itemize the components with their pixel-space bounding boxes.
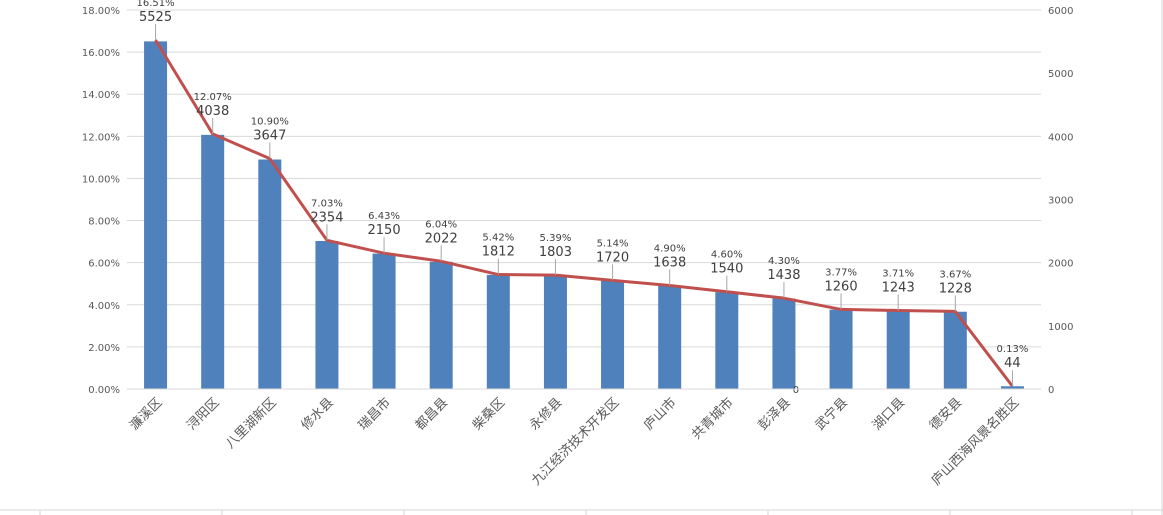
- percent-label: 4.30%: [768, 256, 800, 267]
- category-label: 彭泽县: [756, 395, 794, 433]
- category-label: 湖口县: [870, 395, 908, 433]
- category-label: 柴桑区: [470, 395, 508, 433]
- left-tick-label: 4.00%: [88, 301, 120, 312]
- line-series: [154, 39, 1014, 388]
- percent-label: 3.71%: [882, 268, 914, 279]
- percent-label: 4.60%: [711, 250, 743, 261]
- percent-label: 10.90%: [251, 117, 289, 128]
- count-label: 2022: [425, 231, 458, 246]
- percent-label: 5.39%: [540, 233, 572, 244]
- category-label: 德安县: [927, 395, 965, 433]
- percent-label: 5.42%: [482, 233, 514, 244]
- bar: [829, 309, 853, 389]
- category-label: 修水县: [299, 395, 337, 433]
- right-tick-label: 3000: [1048, 196, 1073, 207]
- percent-label: 4.90%: [654, 244, 686, 255]
- left-tick-label: 0.00%: [88, 385, 120, 396]
- category-label: 瑞昌市: [355, 395, 394, 434]
- count-label: 1228: [939, 281, 972, 296]
- category-label: 永修县: [527, 395, 565, 433]
- right-tick-label: 0: [1048, 385, 1054, 396]
- percent-label: 6.04%: [425, 219, 457, 230]
- bar: [372, 253, 396, 389]
- percent-label: 3.77%: [825, 267, 857, 278]
- percent-label: 3.67%: [939, 269, 971, 280]
- bar: [601, 280, 625, 389]
- count-label: 1803: [539, 245, 572, 260]
- right-tick-label: 5000: [1048, 69, 1073, 80]
- percent-label: 6.43%: [368, 211, 400, 222]
- percent-label: 5.14%: [597, 238, 629, 249]
- bar: [315, 240, 339, 389]
- count-label: 1540: [710, 262, 743, 277]
- bar: [258, 159, 282, 389]
- percent-label: 16.51%: [136, 0, 174, 9]
- count-label: 5525: [139, 10, 172, 25]
- count-label: 2354: [310, 210, 343, 225]
- category-label: 庐山市: [641, 395, 680, 434]
- left-tick-label: 16.00%: [82, 48, 120, 59]
- count-label: 3647: [253, 129, 286, 144]
- category-label: 浔阳区: [184, 395, 222, 433]
- bar: [943, 311, 967, 389]
- category-label: 八里湖新区: [222, 395, 279, 452]
- count-label: 1260: [825, 279, 858, 294]
- left-tick-label: 8.00%: [88, 217, 120, 228]
- count-label: 1720: [596, 250, 629, 265]
- right-tick-label: 6000: [1048, 6, 1073, 17]
- percent-label: 7.03%: [311, 198, 343, 209]
- left-tick-label: 18.00%: [82, 6, 120, 17]
- percent-label: 12.07%: [194, 92, 232, 103]
- bar: [715, 292, 739, 389]
- count-label: 2150: [368, 223, 401, 238]
- bar: [886, 310, 910, 389]
- right-tick-label: 1000: [1048, 322, 1073, 333]
- bar: [543, 275, 567, 389]
- stray-zero-label: 0: [793, 385, 799, 396]
- count-label: 4038: [196, 104, 229, 119]
- category-label: 共青城市: [689, 395, 737, 443]
- category-label: 濂溪区: [127, 395, 165, 433]
- bar: [201, 134, 225, 389]
- right-tick-label: 4000: [1048, 132, 1073, 143]
- bar: [658, 285, 682, 389]
- category-label: 都昌县: [413, 395, 451, 433]
- count-label: 1638: [653, 256, 686, 271]
- left-tick-label: 6.00%: [88, 259, 120, 270]
- right-tick-label: 2000: [1048, 259, 1073, 270]
- bar: [1000, 386, 1024, 389]
- left-tick-label: 14.00%: [82, 90, 120, 101]
- bar: [772, 298, 796, 389]
- left-tick-label: 10.00%: [82, 174, 120, 185]
- percent-label: 0.13%: [997, 344, 1029, 355]
- count-label: 1812: [482, 245, 515, 260]
- count-label: 1438: [767, 268, 800, 283]
- left-tick-label: 2.00%: [88, 343, 120, 354]
- bar: [429, 261, 453, 389]
- bar: [486, 274, 510, 389]
- count-label: 44: [1004, 356, 1021, 371]
- left-tick-label: 12.00%: [82, 132, 120, 143]
- bar: [144, 41, 168, 390]
- count-label: 1243: [882, 280, 915, 295]
- category-label: 武宁县: [812, 395, 851, 434]
